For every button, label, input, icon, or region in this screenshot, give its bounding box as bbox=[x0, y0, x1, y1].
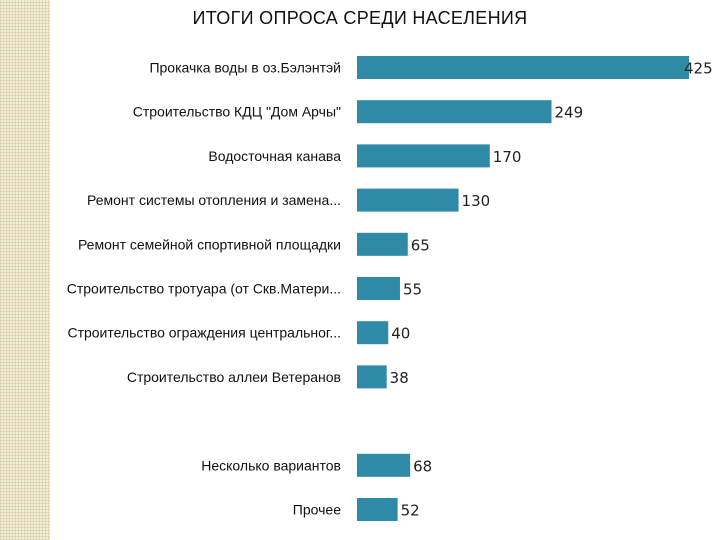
value-label-6: 40 bbox=[391, 325, 410, 343]
category-label-9: Несколько вариантов bbox=[201, 457, 341, 473]
bar-1 bbox=[357, 100, 552, 124]
category-label-2: Водосточная канава bbox=[208, 148, 341, 164]
bar-9 bbox=[357, 453, 411, 477]
bar-5 bbox=[357, 277, 400, 300]
category-label-5: Строительство тротуара (от Скв.Матери... bbox=[67, 281, 341, 297]
bar-4 bbox=[357, 232, 408, 256]
bar-10 bbox=[357, 498, 398, 521]
category-label-1: Строительство КДЦ "Дом Арчы" bbox=[133, 104, 341, 120]
bar-3 bbox=[357, 188, 459, 212]
value-label-0: 425 bbox=[684, 60, 713, 78]
value-label-7: 38 bbox=[390, 369, 409, 387]
decorative-strip bbox=[0, 0, 50, 540]
category-label-4: Ремонт семейной спортивной площадки bbox=[78, 236, 341, 252]
category-label-0: Прокачка воды в оз.Бэлэнтэй bbox=[149, 60, 341, 76]
category-label-7: Строительство аллеи Ветеранов bbox=[127, 369, 341, 385]
category-label-10: Прочее bbox=[293, 502, 341, 518]
value-label-2: 170 bbox=[493, 148, 522, 166]
bar-7 bbox=[357, 365, 387, 389]
value-label-4: 65 bbox=[411, 236, 430, 254]
value-label-1: 249 bbox=[555, 104, 584, 122]
value-label-5: 55 bbox=[403, 281, 422, 299]
bar-0 bbox=[357, 56, 689, 79]
bar-2 bbox=[357, 144, 490, 168]
value-label-9: 68 bbox=[413, 457, 432, 475]
chart-title: ИТОГИ ОПРОСА СРЕДИ НАСЕЛЕНИЯ bbox=[192, 8, 528, 28]
value-label-10: 52 bbox=[401, 502, 420, 520]
category-label-3: Ремонт системы отопления и замена... bbox=[87, 192, 341, 208]
bar-6 bbox=[357, 321, 389, 345]
category-label-6: Строительство ограждения центральног... bbox=[67, 325, 341, 341]
value-label-3: 130 bbox=[462, 192, 491, 210]
